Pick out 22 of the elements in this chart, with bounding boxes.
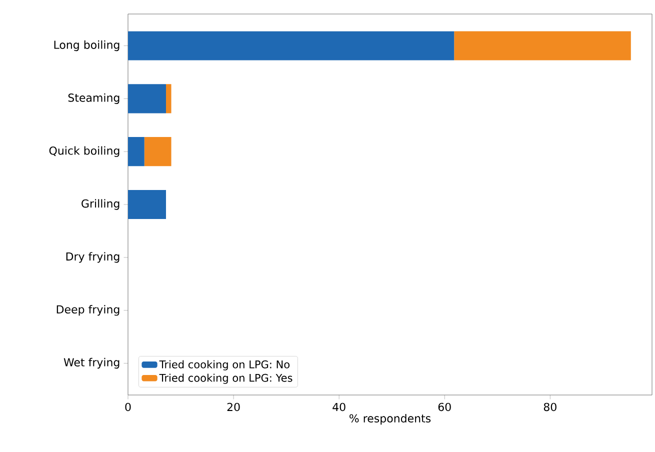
y-tick-label: Steaming [68, 93, 120, 104]
legend-label: Tried cooking on LPG: Yes [159, 374, 292, 384]
bar [128, 137, 144, 166]
y-tick-label: Wet frying [64, 358, 120, 369]
bar [128, 190, 166, 220]
x-axis-title: % respondents [350, 414, 431, 425]
bar [144, 137, 172, 166]
bar [166, 84, 172, 114]
x-tick-label: 40 [332, 402, 346, 412]
y-tick-label: Long boiling [54, 40, 120, 52]
x-tick-label: 80 [544, 402, 556, 412]
y-tick-label: Deep frying [56, 305, 120, 316]
x-tick-label: 60 [438, 402, 451, 412]
legend-label: Tried cooking on LPG: No [159, 360, 290, 370]
bar [128, 84, 166, 114]
bar [128, 31, 454, 60]
x-tick-label: 0 [125, 402, 131, 412]
y-tick-label: Quick boiling [49, 146, 120, 157]
y-tick-label: Dry frying [66, 252, 120, 263]
y-tick-label: Grilling [82, 199, 120, 210]
bar [454, 31, 631, 60]
x-tick-label: 20 [227, 402, 240, 412]
